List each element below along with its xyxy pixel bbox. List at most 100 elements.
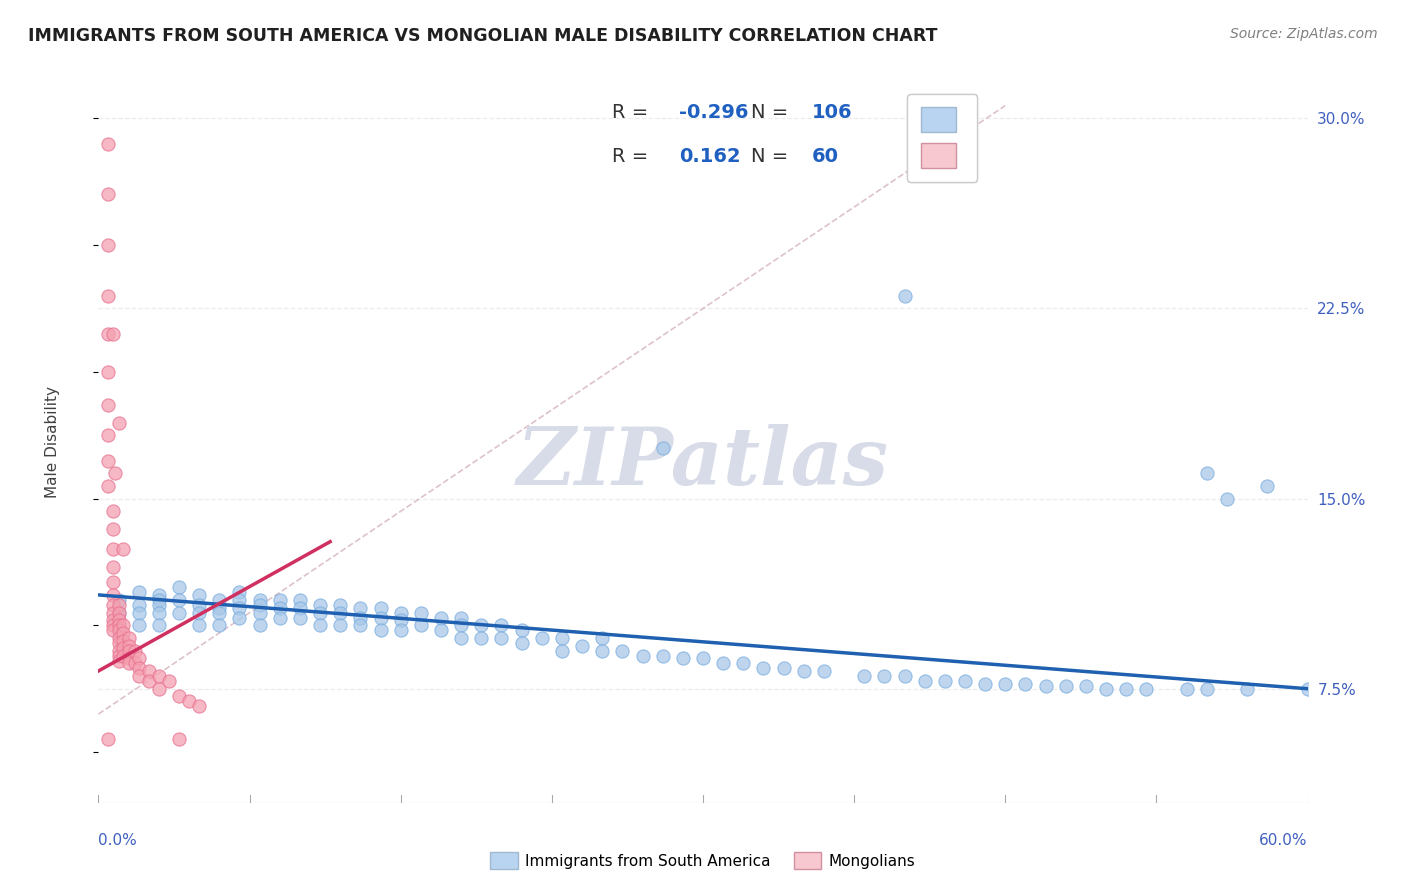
Point	[188, 598, 211, 612]
Point	[430, 624, 453, 638]
Point	[389, 624, 412, 638]
Point	[128, 585, 150, 599]
Point	[409, 606, 432, 620]
Point	[711, 657, 734, 671]
Point	[107, 636, 129, 650]
Point	[128, 598, 150, 612]
Point	[101, 588, 124, 602]
Point	[97, 187, 120, 202]
Point	[167, 606, 190, 620]
Text: Source: ZipAtlas.com: Source: ZipAtlas.com	[1230, 27, 1378, 41]
Point	[953, 674, 976, 689]
Point	[793, 664, 815, 678]
Point	[329, 598, 352, 612]
Point	[101, 575, 124, 590]
Point	[179, 694, 201, 708]
Point	[329, 606, 352, 620]
Point	[138, 674, 160, 689]
Point	[101, 522, 124, 536]
Point	[772, 661, 794, 675]
Point	[128, 606, 150, 620]
Point	[107, 631, 129, 645]
Point	[148, 598, 170, 612]
Point	[692, 651, 714, 665]
Point	[510, 636, 533, 650]
Point	[651, 648, 673, 663]
Point	[148, 681, 170, 696]
Point	[1115, 681, 1137, 696]
Point	[491, 631, 513, 645]
Point	[309, 618, 332, 632]
Point	[1296, 681, 1319, 696]
Point	[107, 654, 129, 668]
Text: 0.162: 0.162	[679, 146, 741, 166]
Point	[107, 416, 129, 430]
Point	[148, 588, 170, 602]
Point	[111, 633, 134, 648]
Point	[530, 631, 553, 645]
Point	[101, 618, 124, 632]
Point	[249, 593, 271, 607]
Point	[994, 676, 1017, 690]
Text: R =: R =	[613, 146, 655, 166]
Point	[1256, 479, 1278, 493]
Point	[101, 613, 124, 627]
Point	[470, 631, 492, 645]
Point	[101, 606, 124, 620]
Point	[111, 542, 134, 557]
Point	[97, 732, 120, 747]
Point	[97, 326, 120, 341]
Point	[228, 611, 250, 625]
Point	[873, 669, 896, 683]
Point	[107, 593, 129, 607]
Point	[101, 542, 124, 557]
Point	[107, 618, 129, 632]
Point	[208, 618, 231, 632]
Point	[1074, 679, 1097, 693]
Point	[148, 606, 170, 620]
Point	[612, 643, 634, 657]
Point	[148, 669, 170, 683]
Point	[107, 606, 129, 620]
Point	[631, 648, 654, 663]
Point	[269, 593, 291, 607]
Point	[107, 643, 129, 657]
Point	[228, 585, 250, 599]
Point	[491, 618, 513, 632]
Point	[370, 611, 392, 625]
Text: 60.0%: 60.0%	[1260, 833, 1308, 848]
Point	[470, 618, 492, 632]
Point	[1095, 681, 1118, 696]
Point	[389, 606, 412, 620]
Point	[349, 611, 371, 625]
Point	[188, 618, 211, 632]
Point	[1014, 676, 1036, 690]
Point	[124, 643, 146, 657]
Point	[1175, 681, 1198, 696]
Point	[974, 676, 997, 690]
Point	[450, 611, 472, 625]
Text: 106: 106	[811, 103, 852, 122]
Point	[853, 669, 876, 683]
Point	[97, 398, 120, 412]
Text: N =: N =	[751, 103, 794, 122]
Text: IMMIGRANTS FROM SOUTH AMERICA VS MONGOLIAN MALE DISABILITY CORRELATION CHART: IMMIGRANTS FROM SOUTH AMERICA VS MONGOLI…	[28, 27, 938, 45]
Point	[167, 732, 190, 747]
Point	[118, 657, 141, 671]
Point	[288, 611, 311, 625]
Point	[101, 326, 124, 341]
Point	[249, 618, 271, 632]
Point	[329, 618, 352, 632]
Point	[128, 618, 150, 632]
Point	[107, 613, 129, 627]
Point	[101, 624, 124, 638]
Point	[349, 618, 371, 632]
Point	[309, 606, 332, 620]
Point	[101, 560, 124, 574]
Point	[551, 631, 574, 645]
Point	[208, 606, 231, 620]
Point	[128, 669, 150, 683]
Point	[118, 639, 141, 653]
Point	[167, 580, 190, 594]
Point	[101, 598, 124, 612]
